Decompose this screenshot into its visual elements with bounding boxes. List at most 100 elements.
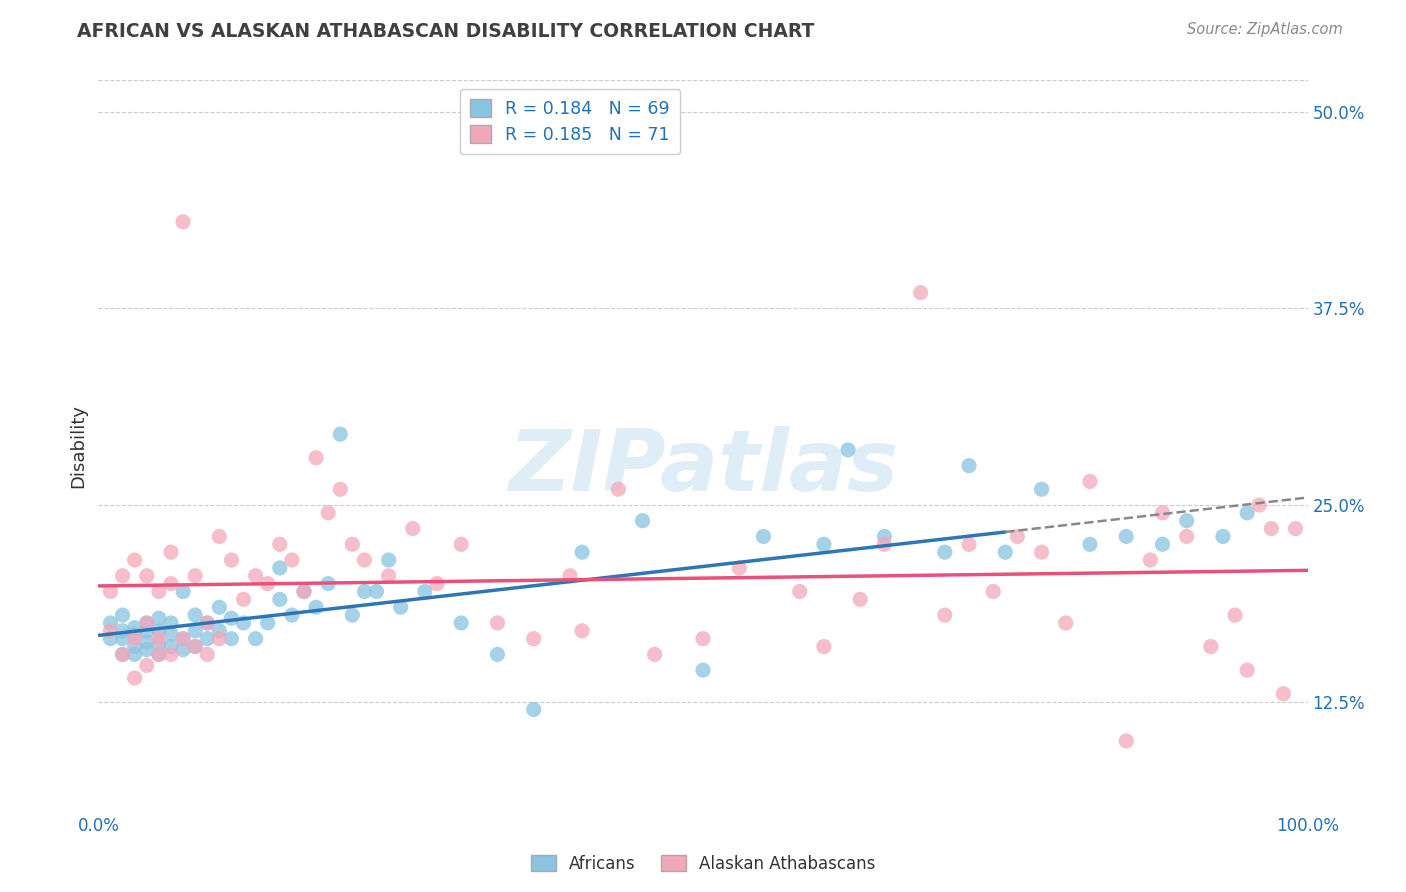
Point	[172, 632, 194, 646]
Point	[135, 635, 157, 649]
Point	[389, 600, 412, 615]
Point	[195, 615, 218, 630]
Point	[292, 584, 315, 599]
Point	[245, 568, 267, 582]
Point	[172, 215, 194, 229]
Point	[208, 600, 231, 615]
Point	[1115, 529, 1137, 543]
Point	[124, 648, 146, 662]
Point	[1236, 506, 1258, 520]
Point	[172, 584, 194, 599]
Point	[1199, 640, 1222, 654]
Point	[135, 615, 157, 630]
Point	[184, 640, 207, 654]
Point	[221, 632, 243, 646]
Point	[571, 624, 593, 638]
Point	[873, 529, 896, 543]
Point	[366, 584, 388, 599]
Point	[316, 506, 339, 520]
Point	[100, 615, 122, 630]
Point	[1249, 498, 1271, 512]
Point	[135, 568, 157, 582]
Point	[523, 702, 546, 716]
Point	[450, 537, 472, 551]
Point	[1284, 522, 1306, 536]
Point	[148, 648, 170, 662]
Point	[184, 640, 207, 654]
Point	[316, 576, 339, 591]
Text: AFRICAN VS ALASKAN ATHABASCAN DISABILITY CORRELATION CHART: AFRICAN VS ALASKAN ATHABASCAN DISABILITY…	[77, 22, 814, 41]
Point	[184, 624, 207, 638]
Text: ZIPatlas: ZIPatlas	[508, 426, 898, 509]
Point	[342, 608, 364, 623]
Point	[329, 427, 352, 442]
Point	[1272, 687, 1295, 701]
Point	[111, 608, 134, 623]
Point	[135, 642, 157, 657]
Point	[631, 514, 654, 528]
Point	[1152, 537, 1174, 551]
Point	[124, 640, 146, 654]
Point	[111, 648, 134, 662]
Point	[172, 642, 194, 657]
Point	[172, 632, 194, 646]
Point	[292, 584, 315, 599]
Point	[184, 608, 207, 623]
Point	[305, 600, 328, 615]
Point	[195, 632, 218, 646]
Point	[957, 537, 980, 551]
Point	[208, 529, 231, 543]
Text: Source: ZipAtlas.com: Source: ZipAtlas.com	[1187, 22, 1343, 37]
Point	[135, 658, 157, 673]
Point	[523, 632, 546, 646]
Point	[1078, 475, 1101, 489]
Point	[752, 529, 775, 543]
Point	[160, 627, 183, 641]
Point	[994, 545, 1017, 559]
Point	[160, 545, 183, 559]
Point	[813, 640, 835, 654]
Point	[1115, 734, 1137, 748]
Point	[450, 615, 472, 630]
Point	[402, 522, 425, 536]
Point	[558, 568, 581, 582]
Point	[184, 568, 207, 582]
Point	[329, 482, 352, 496]
Point	[1078, 537, 1101, 551]
Point	[1236, 663, 1258, 677]
Point	[873, 537, 896, 551]
Point	[934, 545, 956, 559]
Point	[160, 640, 183, 654]
Point	[148, 636, 170, 650]
Point	[413, 584, 436, 599]
Point	[1152, 506, 1174, 520]
Point	[160, 648, 183, 662]
Point	[148, 584, 170, 599]
Point	[100, 584, 122, 599]
Point	[135, 615, 157, 630]
Point	[221, 553, 243, 567]
Point	[342, 537, 364, 551]
Point	[1054, 615, 1077, 630]
Point	[148, 611, 170, 625]
Point	[837, 442, 859, 457]
Point	[571, 545, 593, 559]
Point	[195, 648, 218, 662]
Y-axis label: Disability: Disability	[69, 404, 87, 488]
Point	[377, 568, 399, 582]
Point	[353, 584, 375, 599]
Point	[981, 584, 1004, 599]
Point	[124, 621, 146, 635]
Point	[124, 553, 146, 567]
Point	[245, 632, 267, 646]
Point	[1223, 608, 1246, 623]
Point	[1031, 482, 1053, 496]
Point	[148, 648, 170, 662]
Point	[269, 592, 291, 607]
Point	[100, 632, 122, 646]
Point	[957, 458, 980, 473]
Point	[111, 632, 134, 646]
Point	[377, 553, 399, 567]
Point	[486, 615, 509, 630]
Point	[256, 615, 278, 630]
